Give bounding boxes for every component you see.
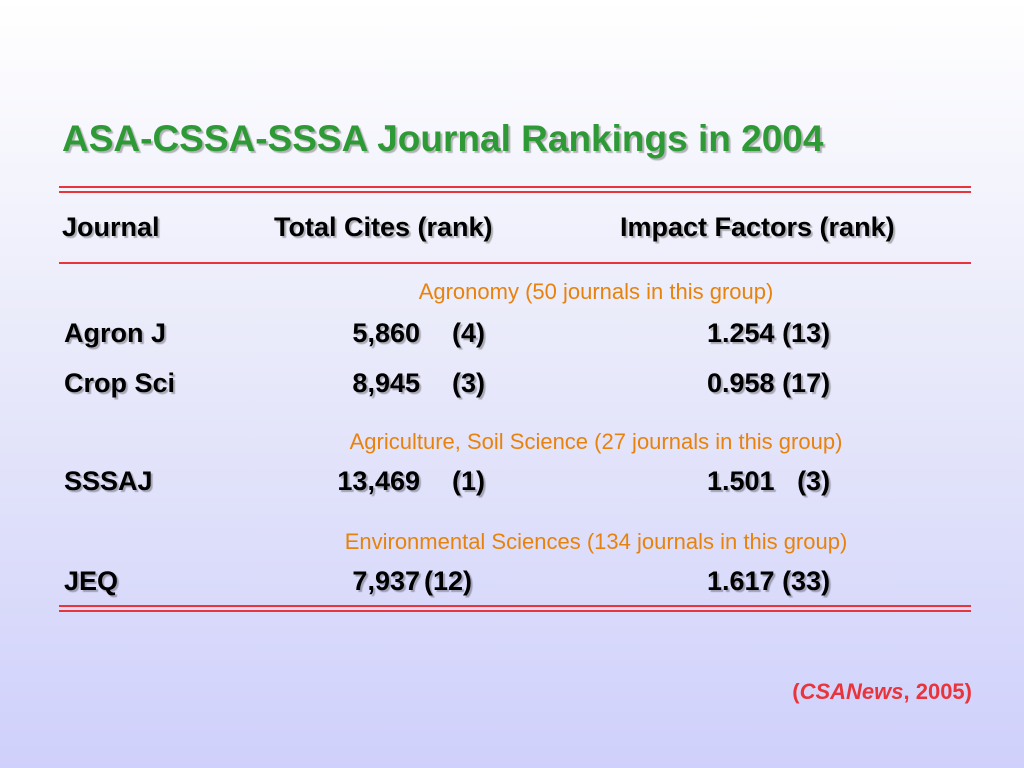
column-header-impact-factors: Impact Factors (rank) [620, 212, 895, 242]
journal-name: JEQ [64, 566, 119, 596]
column-header-journal: Journal [62, 212, 160, 242]
group-label-agronomy: Agronomy (50 journals in this group) [418, 279, 774, 304]
total-cites-rank: (1) [452, 466, 485, 496]
total-cites-value: 8,945 [352, 368, 420, 398]
journal-name: Agron J [64, 318, 167, 348]
impact-factor-value: 0.958 (17) [707, 368, 831, 398]
bottom-rule-lower [59, 610, 971, 612]
total-cites-rank: (3) [452, 368, 485, 398]
total-cites-value: 5,860 [352, 318, 420, 348]
total-cites-rank: (12) [424, 566, 473, 596]
column-header-total-cites: Total Cites (rank) [274, 212, 493, 242]
total-cites-value: 13,469 [337, 466, 420, 496]
journal-name: SSSAJ [64, 466, 153, 496]
top-rule-upper [59, 186, 971, 188]
impact-factor-value: 1.617 (33) [707, 566, 831, 596]
bottom-rule-upper [59, 605, 971, 607]
citation-source: CSANews [799, 679, 904, 704]
source-citation: (CSANews, 2005) [792, 679, 972, 705]
top-rule-lower [59, 191, 971, 193]
group-label-environmental-sciences: Environmental Sciences (134 journals in … [344, 529, 848, 554]
total-cites-value: 7,937 [352, 566, 420, 596]
citation-open: ( [792, 679, 800, 704]
total-cites-rank: (4) [452, 318, 485, 348]
impact-factor-value: 1.501 (3) [707, 466, 831, 496]
journal-name: Crop Sci [64, 368, 176, 398]
slide-title: ASA-CSSA-SSSA Journal Rankings in 2004 [62, 118, 824, 159]
header-rule [59, 262, 971, 264]
citation-year: , 2005) [903, 679, 973, 704]
impact-factor-value: 1.254 (13) [707, 318, 831, 348]
group-label-agriculture-soil-science: Agriculture, Soil Science (27 journals i… [349, 429, 843, 454]
